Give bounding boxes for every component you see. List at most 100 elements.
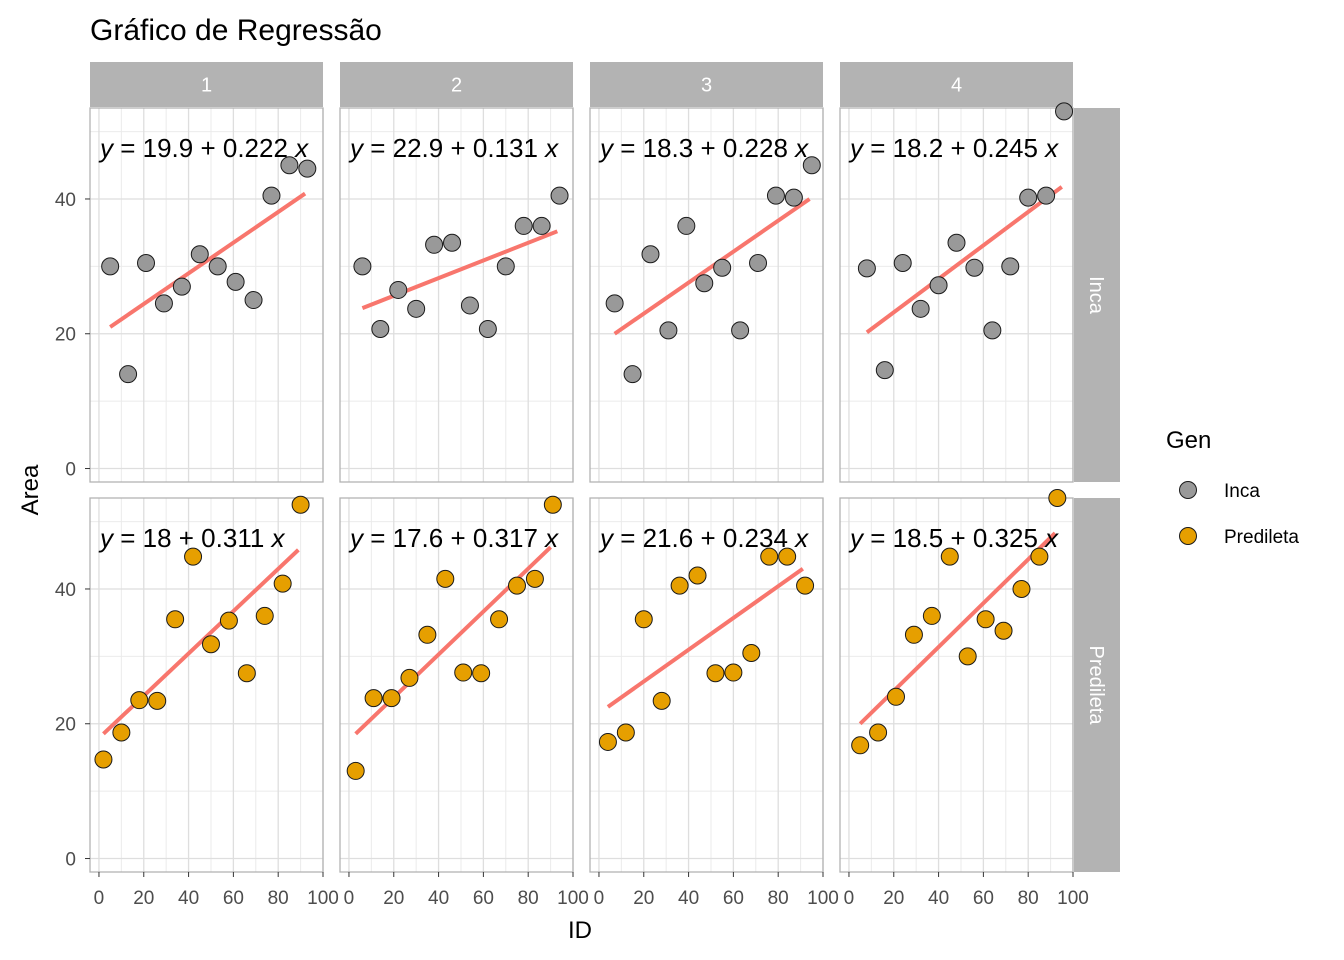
data-point: [634, 610, 653, 629]
series-inca-4: y = 18.2 + 0.245 x: [848, 102, 1074, 380]
data-point: [659, 321, 678, 340]
y-tick-label: 40: [55, 580, 76, 601]
panel-background: [590, 108, 823, 482]
series-inca-3: y = 18.3 + 0.228 x: [598, 133, 821, 384]
panel-border: [589, 497, 824, 873]
data-point: [364, 689, 383, 708]
facet-panels: 1 2 3 4 Inca Predileta y = 19.9 + 0.222 x y = 2…: [89, 62, 1120, 873]
data-point: [688, 566, 707, 585]
legend-label-inca: Inca: [1224, 481, 1260, 502]
regression-equation: y = 21.6 + 0.234 x: [598, 523, 809, 553]
x-tick-label: 100: [307, 888, 339, 909]
panel-border: [89, 107, 324, 483]
data-point: [94, 750, 113, 769]
regression-equation: y = 18 + 0.311 x: [98, 523, 286, 553]
data-point: [766, 186, 785, 205]
regression-line: [613, 197, 811, 336]
x-tick-label: 40: [428, 888, 449, 909]
strip-column-label: 2: [451, 75, 462, 97]
data-point: [1048, 489, 1067, 507]
panel-border: [589, 107, 824, 483]
y-tick-label: 20: [55, 325, 76, 346]
data-point: [201, 635, 220, 654]
data-point: [148, 691, 167, 710]
data-point: [298, 159, 317, 178]
data-point: [154, 294, 173, 313]
data-point: [112, 723, 131, 742]
series-inca-2: y = 22.9 + 0.131 x: [348, 133, 569, 339]
y-tick-label: 20: [55, 715, 76, 736]
x-tick-label: 80: [518, 888, 539, 909]
x-tick-label: 60: [973, 888, 994, 909]
data-point: [713, 258, 732, 277]
panel-background: [340, 108, 573, 482]
data-point: [947, 233, 966, 252]
data-point: [742, 643, 761, 662]
data-point: [922, 606, 941, 625]
data-point: [875, 361, 894, 380]
regression-equation: y = 22.9 + 0.131 x: [348, 133, 559, 163]
panel-border: [839, 497, 1074, 873]
data-point: [532, 216, 551, 235]
data-point: [857, 259, 876, 278]
data-point: [472, 664, 491, 683]
data-point: [670, 576, 689, 595]
series-inca-1: y = 19.9 + 0.222 x: [98, 133, 317, 384]
data-point: [119, 365, 138, 384]
x-tick-label: 40: [928, 888, 949, 909]
x-tick-label: 60: [473, 888, 494, 909]
data-point: [958, 647, 977, 666]
data-point: [514, 216, 533, 235]
strip-row-predileta: [1074, 498, 1120, 872]
y-tick-label: 0: [65, 460, 76, 481]
data-point: [371, 320, 390, 339]
data-point: [641, 245, 660, 264]
x-tick-label: 100: [557, 888, 589, 909]
data-point: [219, 611, 238, 630]
panel-inca-2: [339, 107, 574, 483]
regression-equation: y = 18.2 + 0.245 x: [848, 133, 1059, 163]
panel-background: [90, 498, 323, 872]
data-point: [1055, 102, 1074, 121]
data-point: [507, 576, 526, 595]
x-tick-label: 100: [807, 888, 839, 909]
data-point: [273, 574, 292, 593]
data-point: [184, 547, 203, 566]
data-point: [983, 321, 1002, 340]
regression-line: [606, 567, 804, 709]
x-tick-label: 80: [768, 888, 789, 909]
strip-column-label: 3: [701, 75, 712, 97]
y-tick-label: 40: [55, 190, 76, 211]
data-point: [353, 257, 372, 276]
strip-row-label: Inca: [1085, 276, 1107, 315]
x-tick-label: 40: [678, 888, 699, 909]
panel-background: [840, 108, 1073, 482]
strip-column-1: [90, 62, 323, 107]
x-tick-label: 100: [1057, 888, 1089, 909]
data-point: [778, 547, 797, 566]
data-point: [208, 257, 227, 276]
data-point: [760, 547, 779, 566]
data-point: [460, 296, 479, 315]
x-tick-label: 0: [94, 888, 105, 909]
data-point: [291, 495, 310, 514]
data-point: [543, 495, 562, 514]
data-point: [623, 365, 642, 384]
data-point: [172, 277, 191, 296]
data-point: [965, 258, 984, 277]
data-point: [101, 257, 120, 276]
data-point: [904, 625, 923, 644]
data-point: [1019, 188, 1038, 207]
data-point: [262, 186, 281, 205]
data-point: [940, 547, 959, 566]
legend-key-predileta: [1179, 527, 1197, 545]
strip-row-label: Predileta: [1085, 646, 1107, 726]
panel-border: [89, 497, 324, 873]
y-axis-title: Area: [17, 464, 44, 515]
data-point: [255, 606, 274, 625]
data-point: [226, 272, 245, 291]
data-point: [280, 156, 299, 175]
x-tick-label: 20: [133, 888, 154, 909]
